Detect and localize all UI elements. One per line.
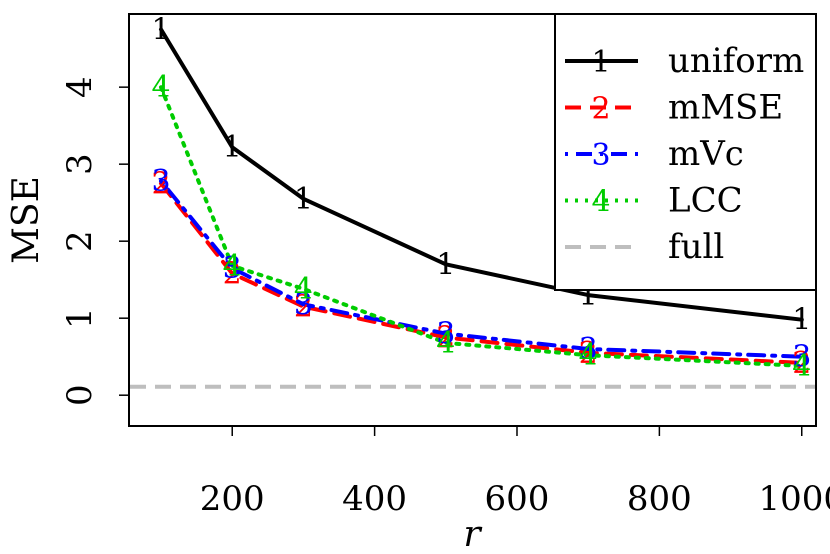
point-marker-mMSE-1000: 2: [792, 346, 811, 381]
legend-label-LCC: LCC: [668, 181, 743, 221]
x-tick-label-800: 800: [627, 479, 692, 519]
legend: 1 uniform 2 mMSE 3 mVc 4 LCC full: [554, 13, 817, 291]
point-marker-mVc-1000: 3: [792, 340, 811, 375]
legend-label-mVc: mVc: [668, 134, 744, 174]
point-marker-mMSE-700: 2: [579, 336, 598, 371]
legend-marker-LCC: 4: [591, 185, 610, 220]
y-tick-label-0: 0: [60, 384, 100, 406]
point-marker-uniform-500: 1: [436, 247, 455, 282]
point-marker-LCC-100: 4: [151, 70, 170, 105]
point-marker-mVc-700: 3: [579, 332, 598, 367]
legend-label-uniform: uniform: [668, 41, 804, 81]
point-marker-uniform-1000: 1: [792, 303, 811, 338]
point-marker-uniform-300: 1: [294, 182, 313, 217]
point-marker-mMSE-200: 2: [223, 257, 242, 292]
x-tick-label-400: 400: [342, 479, 407, 519]
y-tick-label-4: 4: [60, 76, 100, 98]
y-axis: 0 1 2 3 4: [60, 76, 130, 406]
point-marker-mMSE-300: 2: [294, 290, 313, 325]
legend-label-mMSE: mMSE: [668, 88, 783, 128]
point-marker-mMSE-500: 2: [436, 320, 455, 355]
legend-marker-mVc: 3: [591, 138, 610, 173]
x-tick-label-600: 600: [485, 479, 550, 519]
point-marker-mMSE-100: 2: [151, 166, 170, 201]
point-marker-LCC-700: 4: [579, 338, 598, 373]
x-tick-label-200: 200: [200, 479, 265, 519]
x-axis-title: r: [463, 514, 482, 554]
series-line-LCC: [159, 85, 804, 368]
point-marker-uniform-200: 1: [223, 130, 242, 165]
point-marker-mVc-500: 3: [436, 317, 455, 352]
point-marker-LCC-300: 4: [294, 272, 313, 307]
y-tick-label-1: 1: [60, 307, 100, 329]
point-marker-mVc-300: 3: [294, 287, 313, 322]
legend-marker-mMSE: 2: [591, 92, 610, 127]
point-marker-LCC-500: 4: [436, 326, 455, 361]
series-line-uniform: [159, 27, 804, 322]
point-marker-mVc-200: 3: [223, 251, 242, 286]
series-line-mVc: [159, 179, 804, 359]
y-tick-label-2: 2: [60, 230, 100, 252]
legend-marker-uniform: 1: [591, 45, 610, 80]
legend-label-full: full: [668, 227, 724, 267]
point-marker-LCC-1000: 4: [792, 349, 811, 384]
y-tick-label-3: 3: [60, 153, 100, 175]
point-marker-uniform-100: 1: [151, 12, 170, 47]
series-line-mMSE: [159, 181, 804, 365]
point-marker-mVc-100: 3: [151, 164, 170, 199]
series-lines: [159, 27, 804, 368]
point-marker-LCC-200: 4: [223, 249, 242, 284]
y-axis-title: MSE: [6, 176, 47, 264]
